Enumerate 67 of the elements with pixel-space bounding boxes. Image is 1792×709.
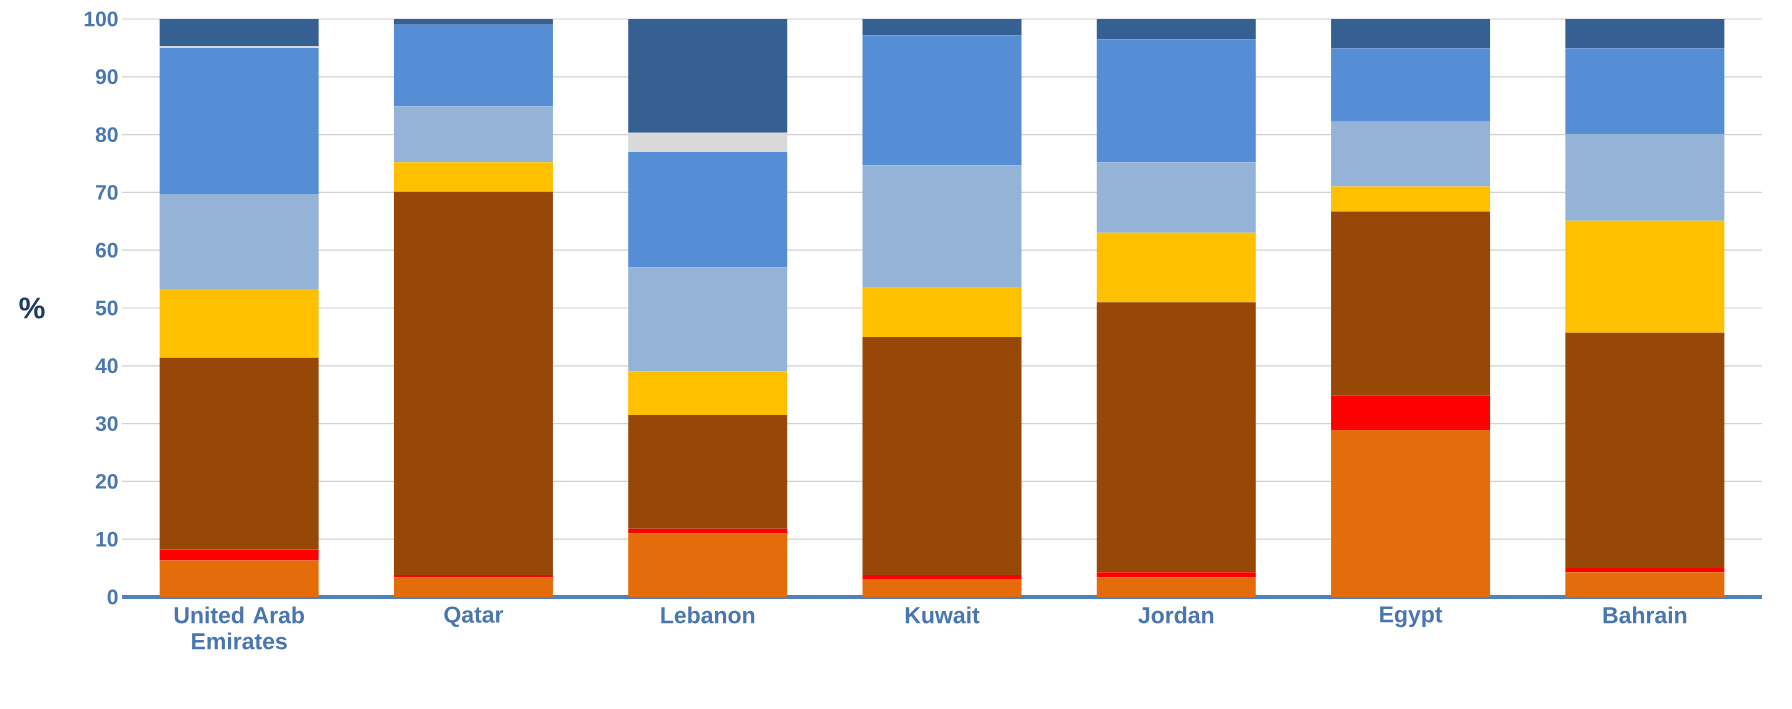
bar bbox=[628, 533, 788, 597]
y-tick-label: 20 bbox=[95, 473, 118, 489]
bar bbox=[862, 35, 1022, 166]
bar bbox=[1096, 577, 1256, 597]
bar bbox=[1331, 186, 1491, 212]
bar bbox=[862, 18, 1022, 36]
y-tick-label: 60 bbox=[95, 242, 118, 258]
bar bbox=[1096, 302, 1256, 573]
bar bbox=[393, 18, 553, 25]
bar bbox=[862, 579, 1022, 597]
y-tick-label: 0 bbox=[107, 589, 118, 605]
bar bbox=[1565, 332, 1725, 569]
bar bbox=[159, 288, 319, 358]
y-tick-label: 40 bbox=[95, 358, 118, 374]
bar bbox=[1331, 395, 1491, 430]
bar bbox=[1565, 18, 1725, 49]
bar bbox=[628, 151, 788, 268]
bar bbox=[159, 47, 319, 195]
y-tick-label: 50 bbox=[95, 300, 118, 316]
bar bbox=[393, 106, 553, 163]
x-tick-label: Egypt bbox=[1380, 606, 1443, 628]
bar bbox=[1096, 572, 1256, 578]
bar bbox=[1096, 232, 1256, 303]
bar bbox=[1096, 18, 1256, 40]
bar bbox=[628, 371, 788, 415]
x-tick-label: United Arab Emirates bbox=[174, 606, 305, 650]
y-tick-label: 80 bbox=[95, 127, 118, 143]
bar bbox=[1331, 429, 1491, 597]
bar bbox=[159, 549, 319, 561]
x-tick-label: Kuwait bbox=[905, 606, 980, 624]
x-tick-label: Jordan bbox=[1138, 606, 1214, 624]
bar bbox=[862, 287, 1022, 337]
y-tick-label: 70 bbox=[96, 184, 118, 200]
x-tick-label: Lebanon bbox=[661, 606, 755, 624]
bar bbox=[1331, 211, 1491, 396]
bar bbox=[1331, 121, 1491, 187]
bar bbox=[628, 414, 788, 529]
bar bbox=[393, 577, 553, 597]
bar bbox=[1331, 48, 1491, 122]
y-tick-label: 100 bbox=[84, 11, 118, 27]
bar bbox=[1565, 568, 1725, 573]
bar bbox=[1096, 39, 1256, 163]
bar bbox=[1565, 48, 1725, 135]
bar bbox=[159, 357, 319, 550]
bar bbox=[1096, 162, 1256, 233]
x-tick-label: Qatar bbox=[444, 606, 504, 628]
bar bbox=[628, 18, 788, 133]
bar bbox=[862, 336, 1022, 576]
bar bbox=[862, 575, 1022, 580]
bar bbox=[159, 560, 319, 597]
bar bbox=[628, 267, 788, 372]
bar bbox=[393, 162, 553, 192]
y-axis-title: % bbox=[19, 297, 45, 319]
y-tick-label: 30 bbox=[95, 416, 118, 432]
bar bbox=[159, 194, 319, 289]
bar bbox=[628, 132, 788, 152]
bar bbox=[159, 18, 319, 47]
bar bbox=[1331, 18, 1491, 49]
bar bbox=[393, 191, 553, 576]
bar bbox=[393, 24, 553, 107]
y-tick-label: 90 bbox=[95, 69, 118, 85]
bar bbox=[1565, 572, 1725, 597]
x-tick-label: Bahrain bbox=[1603, 606, 1687, 624]
bar bbox=[862, 165, 1022, 288]
y-tick-label: 10 bbox=[96, 531, 118, 547]
bar bbox=[1565, 220, 1725, 333]
bar bbox=[1565, 134, 1725, 221]
